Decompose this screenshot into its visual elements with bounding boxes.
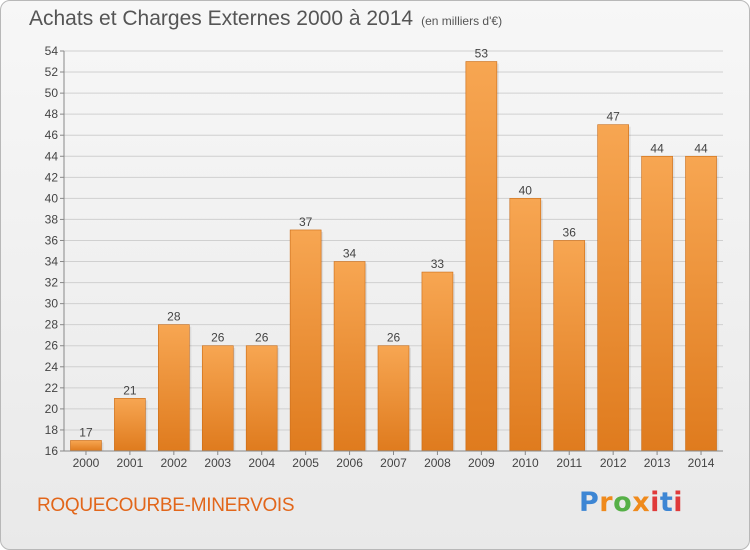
chart-subtitle: (en milliers d'€) (421, 14, 503, 28)
bar (114, 398, 146, 452)
logo-letter: i (650, 487, 660, 518)
logo-letter: o (613, 487, 633, 518)
y-tick-label: 46 (45, 128, 59, 142)
commune-name: ROQUECOURBE-MINERVOIS (37, 495, 295, 516)
bar-value-label: 21 (123, 383, 137, 397)
y-tick-label: 54 (45, 44, 59, 58)
x-tick-label: 2005 (292, 456, 319, 470)
chart-title: Achats et Charges Externes 2000 à 2014 (e… (29, 7, 502, 31)
bar-value-label: 36 (563, 225, 577, 239)
bar-value-label: 28 (167, 310, 181, 324)
bar-value-label: 47 (606, 110, 620, 124)
bar-value-label: 34 (343, 247, 357, 261)
y-tick-label: 18 (45, 423, 59, 437)
logo-letter: r (599, 487, 614, 518)
bar-value-label: 17 (79, 425, 93, 439)
x-tick-label: 2014 (688, 456, 715, 470)
x-tick-label: 2007 (380, 456, 407, 470)
y-tick-label: 24 (45, 360, 59, 374)
bar (333, 261, 366, 452)
logo-letter: t (659, 487, 674, 518)
x-tick-label: 2006 (336, 456, 363, 470)
x-tick-label: 2001 (117, 456, 144, 470)
y-tick-label: 34 (45, 255, 59, 269)
bar-value-label: 26 (255, 331, 269, 345)
chart-title-text: Achats et Charges Externes 2000 à 2014 (29, 7, 414, 30)
y-tick-label: 16 (45, 444, 59, 458)
y-tick-label: 32 (45, 276, 59, 290)
proxiti-logo: Proxiti (579, 487, 683, 518)
bar (201, 345, 234, 452)
y-tick-label: 52 (45, 65, 59, 79)
y-tick-label: 38 (45, 212, 59, 226)
bars: 17 21 28 26 26 37 34 26 33 53 40 36 47 44 44 (70, 47, 719, 452)
y-tick-label: 48 (45, 107, 59, 121)
y-tick-label: 28 (45, 318, 59, 332)
y-tick-label: 36 (45, 233, 59, 247)
y-tick-label: 22 (45, 381, 59, 395)
logo-letter: P (579, 487, 600, 518)
bar (70, 440, 102, 452)
bar-value-label: 53 (475, 47, 489, 61)
bar (465, 61, 498, 452)
x-tick-label: 2002 (160, 456, 187, 470)
logo-letter: x (632, 487, 651, 518)
axes: 16 18 20 22 24 26 28 30 32 34 36 38 40 42 44 46 48 50 52 54… (45, 44, 723, 470)
bar (158, 324, 190, 452)
y-tick-label: 50 (45, 86, 59, 100)
x-tick-label: 2010 (512, 456, 539, 470)
bar (289, 229, 322, 452)
logo-letter: i (673, 487, 684, 518)
x-tick-label: 2009 (468, 456, 495, 470)
bar-value-label: 37 (299, 215, 313, 229)
bar-value-label: 33 (431, 257, 445, 271)
bar (509, 198, 542, 452)
bar-value-label: 26 (387, 331, 401, 345)
x-tick-label: 2008 (424, 456, 451, 470)
y-tick-label: 30 (45, 297, 59, 311)
bar-value-label: 44 (694, 141, 708, 155)
bar (597, 124, 629, 452)
bar (377, 345, 410, 452)
y-tick-label: 42 (45, 170, 59, 184)
y-tick-label: 20 (45, 402, 59, 416)
x-tick-label: 2011 (556, 456, 582, 470)
bar-value-label: 26 (211, 331, 225, 345)
bar-value-label: 44 (650, 141, 664, 155)
bar (641, 155, 673, 452)
x-tick-label: 2004 (248, 456, 275, 470)
y-tick-label: 26 (45, 339, 59, 353)
x-tick-label: 2003 (204, 456, 231, 470)
x-tick-label: 2013 (644, 456, 671, 470)
bar (685, 155, 717, 452)
bar (421, 271, 454, 452)
x-tick-label: 2000 (73, 456, 100, 470)
bar (245, 345, 278, 452)
x-tick-label: 2012 (600, 456, 627, 470)
bar (553, 240, 586, 452)
y-tick-label: 44 (45, 149, 59, 163)
bar-value-label: 40 (519, 183, 533, 197)
y-tick-label: 40 (45, 191, 59, 205)
